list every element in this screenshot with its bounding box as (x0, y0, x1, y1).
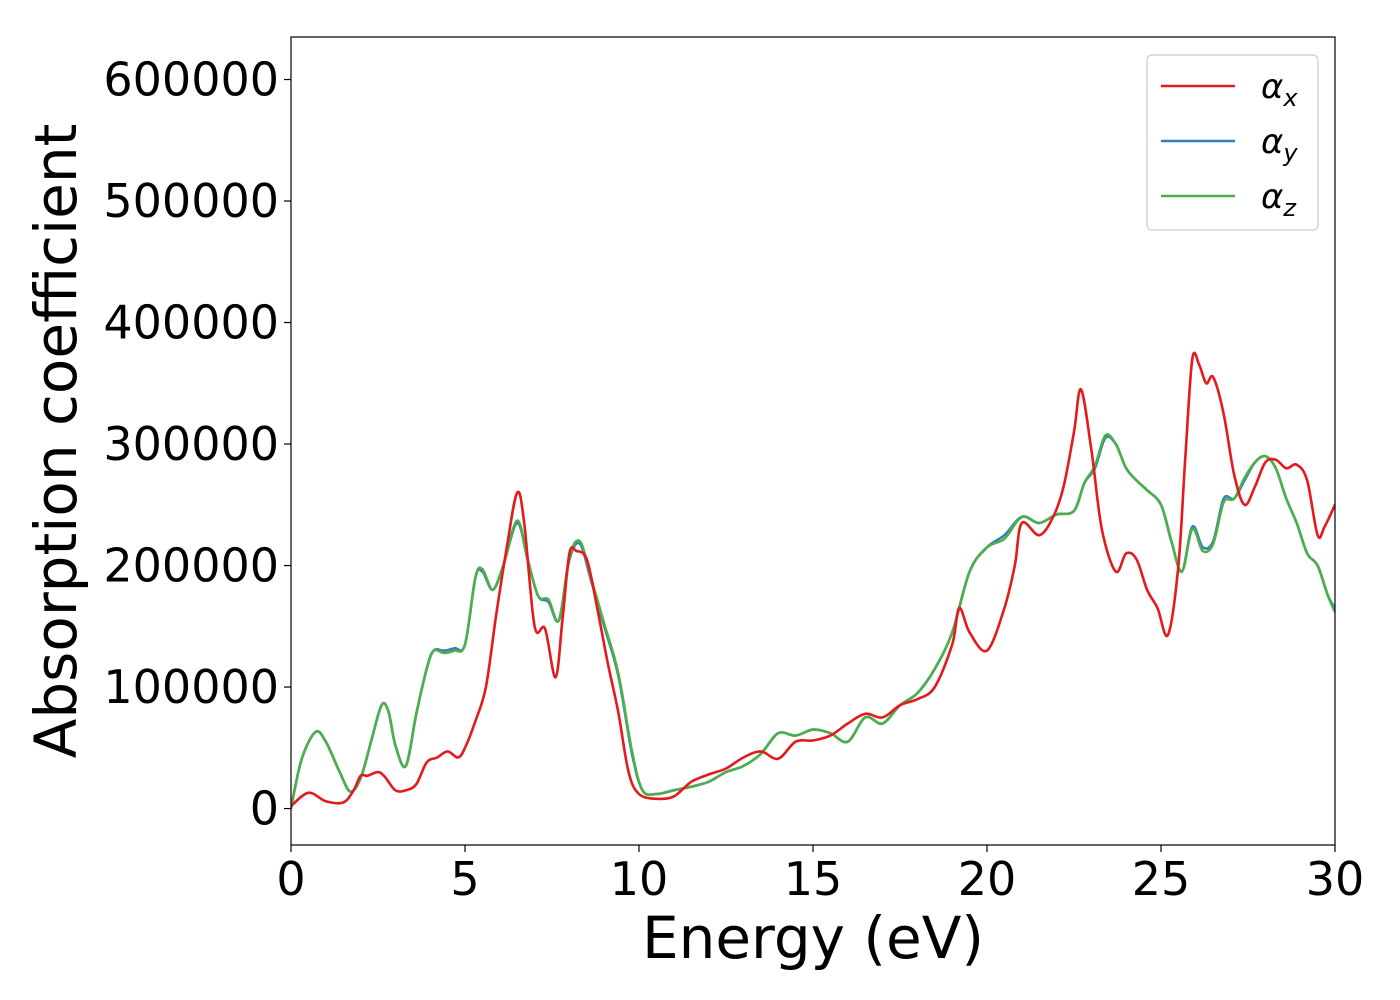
series-line-z (291, 433, 1335, 810)
legend-label-z: αz (1261, 177, 1297, 222)
y-tick-label: 100000 (103, 660, 279, 714)
y-tick-label: 300000 (103, 417, 279, 471)
y-axis-title: Absorption coefficient (22, 124, 90, 759)
series-layer (291, 351, 1335, 810)
series-line-x (291, 351, 1335, 808)
y-tick-label: 500000 (103, 174, 279, 228)
y-tick-label: 600000 (103, 53, 279, 107)
x-tick-label: 5 (450, 852, 479, 906)
y-tick-label: 400000 (103, 296, 279, 350)
x-tick-label: 15 (784, 852, 843, 906)
y-tick-label: 0 (250, 782, 279, 836)
x-axis-title: Energy (eV) (642, 904, 984, 972)
x-axis: 0 5 10 15 20 25 30 (276, 845, 1364, 906)
x-tick-label: 10 (610, 852, 669, 906)
x-tick-label: 25 (1132, 852, 1191, 906)
x-tick-label: 20 (958, 852, 1017, 906)
y-tick-label: 200000 (103, 539, 279, 593)
x-tick-label: 30 (1306, 852, 1365, 906)
legend: αx αy αz (1146, 54, 1319, 231)
x-tick-label: 0 (276, 852, 305, 906)
y-axis: 0 100000 200000 300000 400000 500000 600000 (103, 53, 291, 836)
legend-box (1146, 54, 1319, 231)
legend-label-y: αy (1261, 122, 1298, 167)
legend-label-x: αx (1261, 67, 1298, 112)
